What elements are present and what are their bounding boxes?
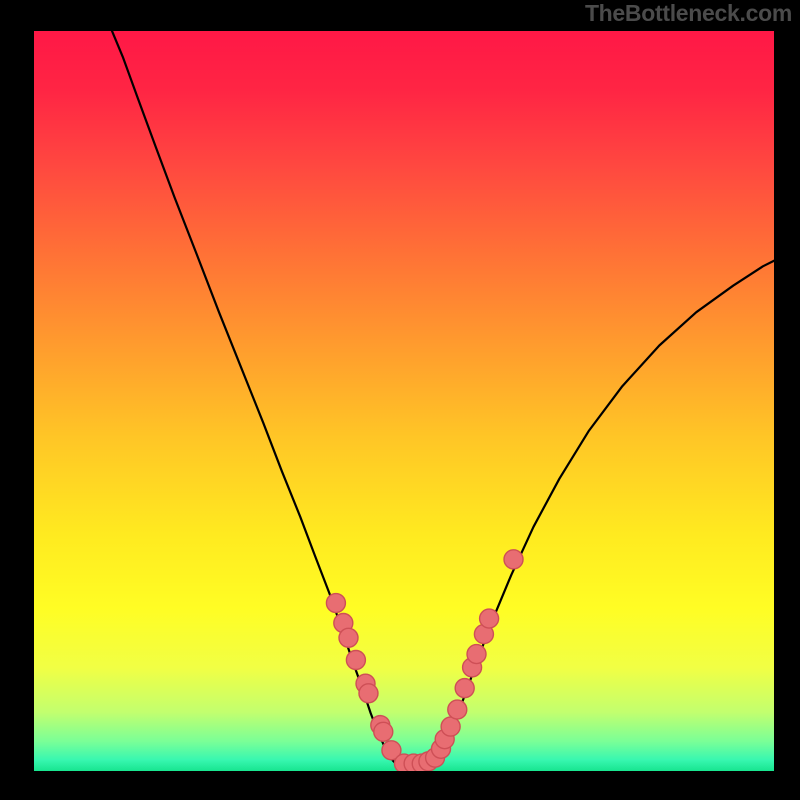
data-marker <box>326 594 345 613</box>
data-marker <box>455 679 474 698</box>
data-marker <box>448 700 467 719</box>
chart-root: TheBottleneck.com <box>0 0 800 800</box>
watermark: TheBottleneck.com <box>585 0 792 27</box>
data-marker <box>359 684 378 703</box>
data-marker <box>504 550 523 569</box>
data-marker <box>467 645 486 664</box>
data-marker <box>339 628 358 647</box>
plot-background <box>34 31 774 771</box>
chart-svg <box>0 0 800 800</box>
data-marker <box>346 651 365 670</box>
data-marker <box>480 609 499 628</box>
data-marker <box>441 717 460 736</box>
data-marker <box>374 722 393 741</box>
